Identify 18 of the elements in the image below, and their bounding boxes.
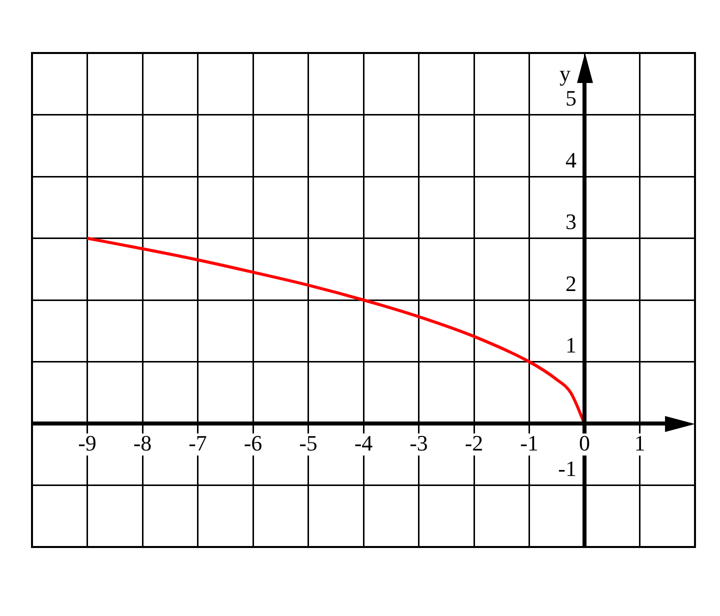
y-tick-label: -1 xyxy=(558,456,576,482)
y-axis-title: y xyxy=(560,60,570,86)
y-tick-label: 5 xyxy=(566,86,576,111)
x-tick-label: -3 xyxy=(410,430,428,456)
x-tick-label: -2 xyxy=(464,430,484,456)
x-tick-label: -4 xyxy=(354,430,373,456)
y-tick-label: 4 xyxy=(566,147,576,172)
x-tick-label: -5 xyxy=(299,430,318,456)
y-tick-label: 1 xyxy=(566,332,576,358)
y-tick-label: 3 xyxy=(566,209,576,234)
x-tick-label: -7 xyxy=(188,430,207,456)
x-tick-label: 0 xyxy=(579,430,590,456)
x-tick-label: -6 xyxy=(244,430,262,456)
x-tick-label: -1 xyxy=(520,430,538,456)
y-tick-label: 2 xyxy=(566,270,576,296)
x-tick-label: -9 xyxy=(78,430,96,456)
x-tick-label: -8 xyxy=(133,430,152,456)
x-tick-label: 1 xyxy=(634,430,646,456)
